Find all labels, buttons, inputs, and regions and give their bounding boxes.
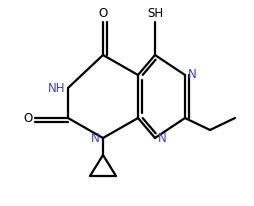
Text: N: N — [188, 69, 197, 82]
Text: N: N — [91, 131, 100, 144]
Text: N: N — [158, 131, 167, 144]
Text: O: O — [98, 7, 108, 20]
Text: O: O — [24, 111, 33, 124]
Text: NH: NH — [47, 82, 65, 95]
Text: SH: SH — [147, 7, 163, 20]
